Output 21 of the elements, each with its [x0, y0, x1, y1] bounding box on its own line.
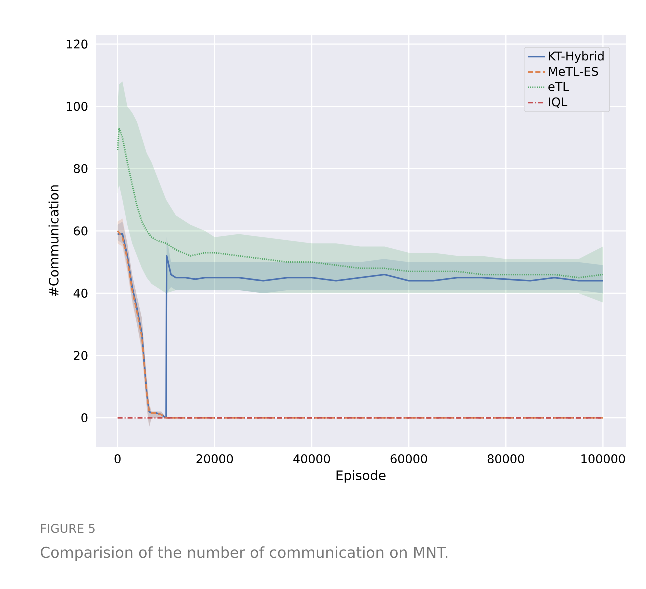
x-tick-label: 80000: [488, 454, 524, 464]
y-tick-label: 40: [74, 288, 88, 298]
x-tick-label: 0: [114, 454, 121, 464]
x-tick-label: 40000: [294, 454, 330, 464]
y-tick-label: 120: [66, 40, 88, 49]
y-tick-label: 80: [74, 164, 88, 174]
x-tick-label: 60000: [390, 454, 428, 464]
y-tick-label: 100: [66, 102, 88, 112]
legend-label: KT-Hybrid: [549, 52, 604, 64]
y-tick-label: 0: [82, 414, 88, 423]
legend-label: eTL: [548, 82, 570, 92]
y-axis-title: #Communication: [48, 186, 59, 296]
y-tick-label: 20: [74, 351, 88, 360]
text: Comparision of the number of communication on MNT.: [41, 546, 448, 562]
legend-label: MeTL-ES: [549, 67, 598, 76]
x-tick-label: 20000: [196, 454, 234, 464]
x-axis-title: Episode: [336, 470, 386, 483]
legend-label: IQL: [549, 98, 568, 108]
caption: FIGURE 5: [41, 524, 95, 534]
x-tick-label: 100000: [582, 454, 626, 464]
y-tick-label: 60: [74, 226, 88, 236]
